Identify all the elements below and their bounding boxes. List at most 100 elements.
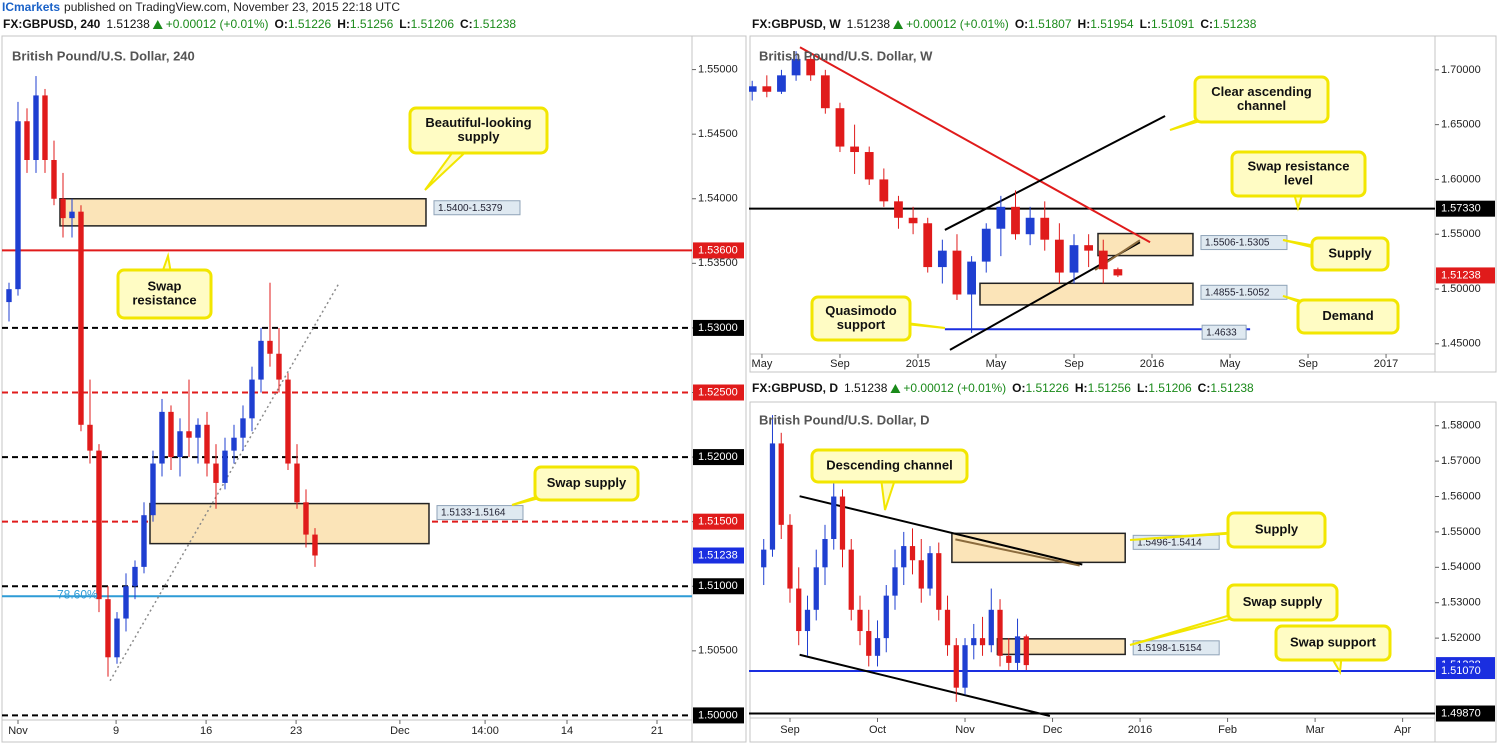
chart-title: British Pound/U.S. Dollar, 240 (12, 48, 195, 63)
symbol: FX:GBPUSD, D (752, 381, 838, 395)
candle-body (857, 609, 863, 632)
quote-value: 1.51091 (1151, 17, 1195, 31)
candle-body (879, 179, 889, 202)
plot-area (2, 76, 692, 717)
y-tick-label: 1.54000 (1441, 561, 1481, 573)
level-tag-label: 1.57330 (1441, 203, 1481, 215)
candle-body (952, 250, 962, 295)
candle-body (114, 618, 120, 658)
zone-label-box (1200, 235, 1288, 251)
candle-body (831, 496, 837, 539)
symbol-header: FX:GBPUSD, D 1.51238 +0.00012 (+0.01%) O:1.… (752, 381, 1254, 395)
callout-box (408, 106, 549, 155)
candle-body (850, 146, 859, 153)
zone-label: 1.4855-1.5052 (1205, 287, 1270, 298)
quote-value: 1.51256 (1088, 381, 1132, 395)
zone-label: 1.5198-1.5154 (1137, 643, 1202, 654)
quote-label: H: (1075, 381, 1088, 395)
level-tag (1436, 200, 1495, 217)
candle-body (150, 463, 156, 516)
candle-body (909, 546, 916, 561)
candle-body (908, 217, 918, 224)
trendline (799, 495, 1083, 566)
candle-body (778, 443, 784, 525)
candle-body (997, 609, 1003, 656)
zone (1097, 232, 1194, 257)
last-price: 1.51238 (844, 381, 888, 395)
candle-body (1098, 250, 1108, 270)
candle-body (168, 411, 174, 458)
candle-body (804, 609, 811, 632)
callout-box (1310, 236, 1390, 272)
candle-body (141, 515, 147, 567)
x-tick-label: Mar (1306, 724, 1325, 736)
quote-label: H: (337, 17, 350, 31)
candle-body (918, 560, 924, 589)
callout-text: Clear ascending (1211, 84, 1311, 99)
level-tag-label: 1.51070 (1441, 665, 1481, 677)
level-tag-label: 1.51000 (698, 580, 738, 592)
candle-body (231, 437, 237, 451)
quote-value: 1.51256 (350, 17, 394, 31)
y-tick-label: 1.45000 (1441, 338, 1481, 350)
level-tag (693, 384, 744, 401)
level-inline-box (1201, 324, 1247, 340)
change: +0.00012 (+0.01%) (903, 381, 1006, 395)
up-arrow (152, 20, 163, 29)
quote-label: O: (1015, 17, 1028, 31)
trendline (799, 653, 1051, 717)
callout-text: Swap supply (1243, 594, 1323, 609)
callout-box (1230, 150, 1367, 198)
x-tick-label: Dec (390, 725, 410, 737)
symbol-header: FX:GBPUSD, 240 1.51238 +0.00012 (+0.01%) O:… (3, 17, 516, 31)
level-tag-label: 1.49870 (1441, 707, 1481, 719)
level-tag (1436, 267, 1495, 284)
y-tick-label: 1.50000 (1441, 283, 1481, 295)
candle-body (195, 424, 201, 438)
callout-text: channel (1237, 98, 1286, 113)
candle-body (892, 567, 898, 596)
callout-box (1274, 624, 1392, 662)
level-tag-label: 1.52000 (698, 451, 738, 463)
chart-title: British Pound/U.S. Dollar, D (759, 412, 929, 427)
x-tick-label: May (986, 358, 1007, 370)
last-price: 1.51238 (106, 17, 150, 31)
x-tick-label: Sep (780, 724, 800, 736)
candle-body (267, 340, 273, 354)
level-tag-label: 1.52500 (698, 386, 738, 398)
candle-body (971, 638, 977, 646)
candle-body (1006, 655, 1012, 663)
level-tag-label: 1.51500 (698, 516, 738, 528)
change: +0.00012 (+0.01%) (166, 17, 269, 31)
zone-label: 1.5496-1.5414 (1137, 537, 1202, 548)
candle-body (848, 549, 854, 610)
quote-value: 1.51226 (288, 17, 332, 31)
candle-body (979, 638, 986, 646)
candle-body (294, 463, 300, 503)
trendline (944, 115, 1166, 231)
y-tick-label: 1.57000 (1441, 455, 1481, 467)
y-tick-label: 1.54500 (698, 128, 738, 140)
candle-body (312, 534, 318, 556)
level-tag (693, 707, 744, 724)
zone-label-box (433, 200, 521, 216)
candle-body (953, 645, 959, 688)
candle-body (78, 211, 84, 425)
level-tag-label: 1.53000 (698, 322, 738, 334)
callout-text: Descending channel (826, 457, 952, 472)
candle-body (944, 609, 951, 646)
quote-label: L: (399, 17, 410, 31)
level-text: 78.60% (57, 587, 98, 601)
last-price: 1.51238 (847, 17, 891, 31)
candle-body (42, 95, 48, 160)
callout-text: Beautiful-looking (425, 115, 531, 130)
quote-label: L: (1137, 381, 1148, 395)
candle-body (186, 431, 192, 438)
up-arrow (890, 384, 901, 393)
candle-body (204, 424, 210, 464)
x-tick-label: Feb (1218, 724, 1237, 736)
zone-label: 1.5400-1.5379 (438, 203, 503, 214)
quote-value: 1.51954 (1090, 17, 1134, 31)
trendline (799, 46, 1151, 244)
x-tick-label: May (1220, 358, 1241, 370)
